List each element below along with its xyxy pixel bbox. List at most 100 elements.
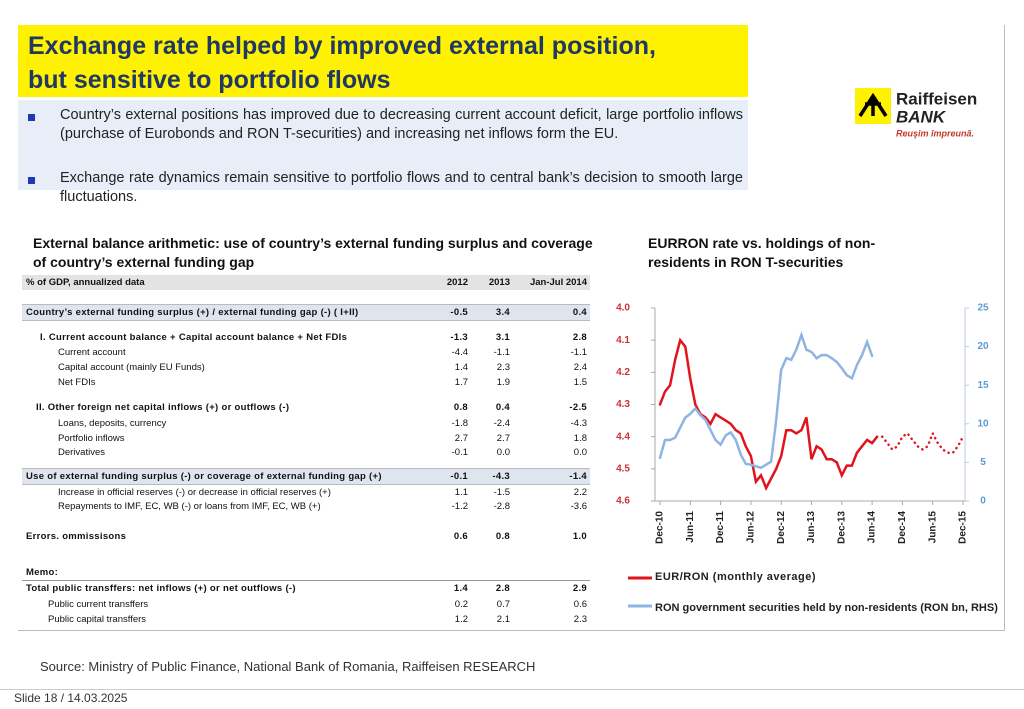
bullet-box: Country’s external positions has improve… xyxy=(18,100,748,205)
table-row: Derivatives -0.1 0.0 0.0 xyxy=(22,445,590,460)
forecast-line xyxy=(880,430,965,455)
y2-tick-label: 10 xyxy=(977,418,989,429)
table-row: Current account -4.4 -1.1 -1.1 xyxy=(22,345,590,360)
frame-line xyxy=(18,630,1005,631)
x-tick-label: Jun-11 xyxy=(685,511,696,543)
table-cell: Jan-Jul 2014 xyxy=(529,277,587,288)
table-row: Net FDIs 1.7 1.9 1.5 xyxy=(22,375,590,390)
table-cell: 2.9 xyxy=(572,583,587,594)
table-cell: 0.8 xyxy=(453,402,468,413)
chart-title: EURRON rate vs. holdings of non-resident… xyxy=(648,235,876,270)
y2-tick-label: 0 xyxy=(980,496,986,507)
table-title: External balance arithmetic: use of coun… xyxy=(33,235,593,270)
table-row: Public current transffers 0.2 0.7 0.6 xyxy=(22,597,590,612)
chart: 4.0 4.1 4.2 4.3 4.4 4.5 4.6 0 5 10 15 20 25 Dec-10 Jun… xyxy=(616,303,989,608)
x-tick-label: Dec-12 xyxy=(776,511,787,544)
table-cell: 2.8 xyxy=(572,332,587,343)
title: Exchange rate helped by improved externa… xyxy=(28,32,656,60)
x-tick-label: Dec-10 xyxy=(655,511,666,544)
table-cell: 2.7 xyxy=(496,433,510,444)
table-row: Errors. ommissisons 0.6 0.8 1.0 xyxy=(22,529,590,544)
logo-name: Raiffeisen xyxy=(896,89,977,108)
logo-sub: BANK xyxy=(896,107,947,126)
table-cell: 0.2 xyxy=(454,599,468,610)
table-cell: 1.7 xyxy=(454,377,468,388)
table-rule xyxy=(22,580,590,581)
source: Source: Ministry of Public Finance, Nati… xyxy=(40,659,536,674)
bullet-icon xyxy=(28,114,35,121)
bullet: Country’s external positions has improve… xyxy=(60,107,743,142)
row-label: Country’s external funding surplus (+) /… xyxy=(26,307,359,318)
table-cell: -2.4 xyxy=(493,418,510,429)
table-cell: 1.9 xyxy=(496,377,510,388)
y-tick-label: 4.3 xyxy=(616,399,630,410)
row-label: Errors. ommissisons xyxy=(26,531,127,542)
x-tick-label: Jun-13 xyxy=(806,511,817,544)
table-cell: 1.0 xyxy=(572,531,587,542)
table-cell: -1.8 xyxy=(451,418,468,429)
table-cell: -1.2 xyxy=(451,501,468,512)
table-cell: -1.4 xyxy=(569,471,587,482)
row-label: Net FDIs xyxy=(58,377,96,388)
row-label: Public current transffers xyxy=(48,599,149,610)
logo-gable xyxy=(858,92,888,117)
table-row: Repayments to IMF, EC, WB (-) or loans f… xyxy=(22,499,590,514)
table-cell: 2.4 xyxy=(573,362,587,373)
legend-label: RON government securities held by non-re… xyxy=(655,602,998,614)
table-cell: -2.8 xyxy=(493,501,510,512)
logo-slogan: Reuşim împreună. xyxy=(896,128,974,138)
x-tick-label: Dec-14 xyxy=(897,511,908,544)
table-cell: 0.6 xyxy=(573,599,587,610)
table-cell: -1.3 xyxy=(450,332,468,343)
table-row: Use of external funding surplus (-) or c… xyxy=(22,468,590,485)
row-label: Memo: xyxy=(26,567,59,578)
x-tick-label: Jun-12 xyxy=(746,511,757,544)
table-cell: -0.5 xyxy=(450,307,468,318)
title: but sensitive to portfolio flows xyxy=(28,66,391,94)
table-cell: 2013 xyxy=(488,277,510,288)
row-label: Portfolio inflows xyxy=(58,433,125,444)
bullet: Exchange rate dynamics remain sensitive … xyxy=(60,170,743,205)
footer: Slide 18 / 14.03.2025 xyxy=(14,691,128,705)
table-cell: -2.5 xyxy=(569,402,587,413)
row-label: I. Current account balance + Capital acc… xyxy=(40,332,348,343)
table-header: % of GDP, annualized data 2012 2013 Jan-Jul… xyxy=(22,275,590,290)
table-cell: 0.6 xyxy=(453,531,468,542)
table-cell: 0.0 xyxy=(573,447,587,458)
table-cell: 1.5 xyxy=(573,377,587,388)
y2-tick-label: 25 xyxy=(977,303,989,314)
table-row: Portfolio inflows 2.7 2.7 1.8 xyxy=(22,431,590,446)
row-label: Current account xyxy=(58,347,126,358)
y-tick-label: 4.6 xyxy=(616,496,630,507)
table-cell: 0.4 xyxy=(572,307,587,318)
row-label: Derivatives xyxy=(58,447,105,458)
table-cell: 2.8 xyxy=(495,583,510,594)
table-cell: -0.1 xyxy=(451,447,468,458)
table-row: Memo: xyxy=(22,565,590,580)
table-cell: 2012 xyxy=(446,277,468,288)
row-label: Total public transffers: net inflows (+)… xyxy=(26,583,296,594)
table-cell: 1.2 xyxy=(454,614,468,625)
series-line xyxy=(658,331,874,470)
series-line xyxy=(658,337,879,492)
table-row: Country’s external funding surplus (+) /… xyxy=(22,304,590,321)
row-label: Increase in official reserves (-) or dec… xyxy=(58,487,331,498)
bullet-icon xyxy=(28,177,35,184)
logo: Raiffeisen BANK Reuşim împreună. xyxy=(855,88,977,138)
footer-line xyxy=(0,689,1024,690)
y-tick-label: 4.4 xyxy=(616,431,630,442)
table-cell: -4.4 xyxy=(451,347,468,358)
table-cell: 0.7 xyxy=(496,599,510,610)
table-cell: 1.4 xyxy=(453,583,468,594)
row-label: Loans, deposits, currency xyxy=(58,418,167,429)
x-tick-label: Jun-15 xyxy=(927,511,938,544)
table-cell: 2.3 xyxy=(573,614,587,625)
table-cell: 3.4 xyxy=(495,307,510,318)
row-label: % of GDP, annualized data xyxy=(26,277,145,288)
table-cell: 2.7 xyxy=(454,433,468,444)
table-row: Increase in official reserves (-) or dec… xyxy=(22,485,590,500)
table-cell: -1.1 xyxy=(493,347,510,358)
table-cell: 0.8 xyxy=(495,531,510,542)
table-row: Loans, deposits, currency -1.8 -2.4 -4.3 xyxy=(22,416,590,431)
y2-tick-label: 20 xyxy=(977,341,989,352)
